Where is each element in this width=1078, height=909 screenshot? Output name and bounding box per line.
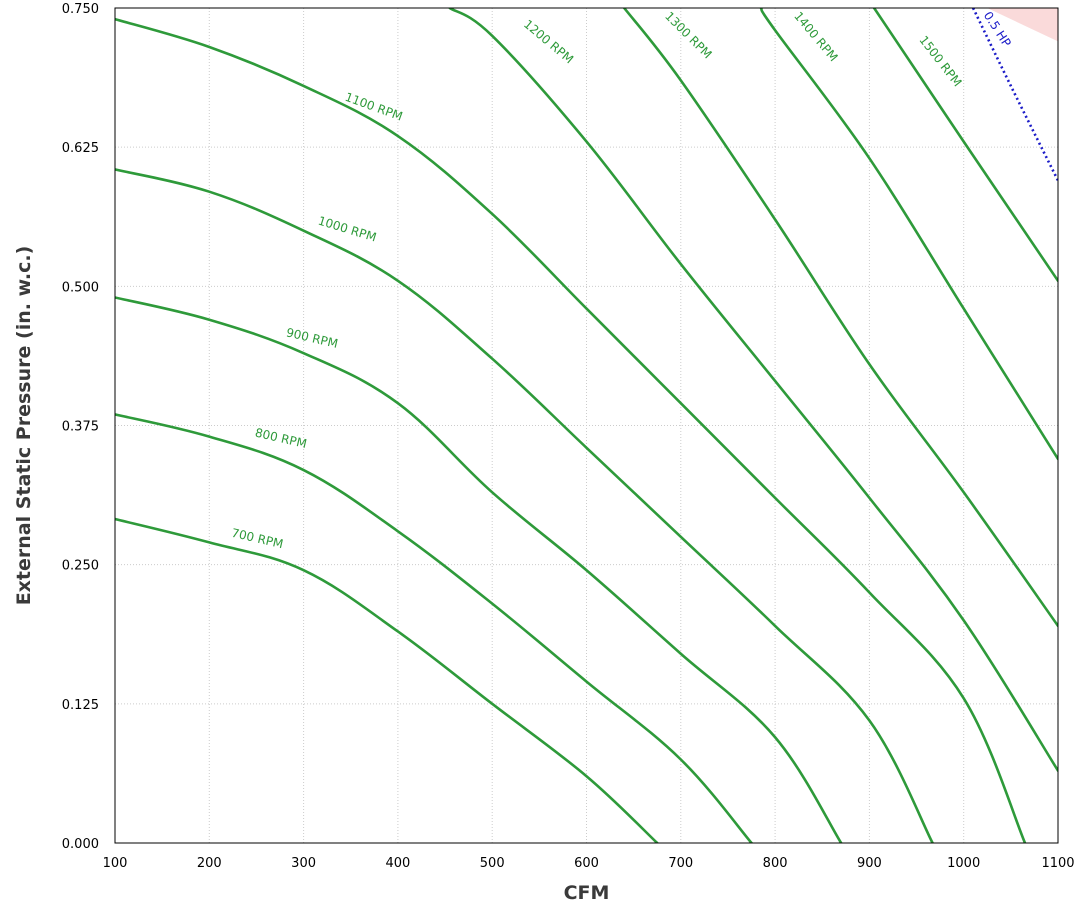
y-tick-label: 0.000: [62, 837, 99, 852]
curve-1400-rpm: [759, 8, 1058, 461]
x-tick-label: 1100: [1041, 856, 1074, 871]
plot-frame: [114, 7, 1059, 844]
curve-900-rpm: [115, 296, 843, 843]
grid: [115, 8, 1058, 843]
hp-lines: [971, 8, 1058, 182]
axis-ticks: 100 200 300 400 500 600 700 800 900 1000 1100 0.000…: [62, 2, 1075, 871]
curve-1000-rpm: [115, 168, 934, 843]
y-tick-label: 0.125: [62, 698, 99, 713]
hp-line-0-5-hp: [971, 8, 1058, 182]
curve-1100-rpm: [115, 17, 1027, 843]
x-tick-label: 400: [385, 856, 410, 871]
curve-1300-rpm: [622, 8, 1058, 628]
x-tick-label: 600: [574, 856, 599, 871]
y-tick-label: 0.750: [62, 2, 99, 17]
x-tick-label: 700: [668, 856, 693, 871]
y-axis-title: External Static Pressure (in. w.c.): [13, 246, 35, 606]
x-tick-label: 200: [197, 856, 222, 871]
x-tick-label: 300: [291, 856, 316, 871]
x-tick-label: 100: [103, 856, 128, 871]
overload-region: [987, 8, 1058, 42]
x-tick-label: 800: [763, 856, 788, 871]
curve-1500-rpm: [872, 8, 1058, 283]
y-tick-label: 0.250: [62, 559, 99, 574]
x-tick-label: 500: [480, 856, 505, 871]
x-tick-label: 900: [857, 856, 882, 871]
curve-1200-rpm: [448, 8, 1058, 772]
shaded-region: [987, 8, 1058, 42]
rpm-curves: [115, 8, 1058, 843]
y-tick-label: 0.375: [62, 420, 99, 435]
x-axis-title: CFM: [564, 882, 610, 904]
x-tick-label: 1000: [947, 856, 980, 871]
curve-800-rpm: [115, 413, 753, 843]
y-tick-label: 0.625: [62, 141, 99, 156]
y-tick-label: 0.500: [62, 280, 99, 295]
curve-700-rpm: [115, 517, 659, 843]
